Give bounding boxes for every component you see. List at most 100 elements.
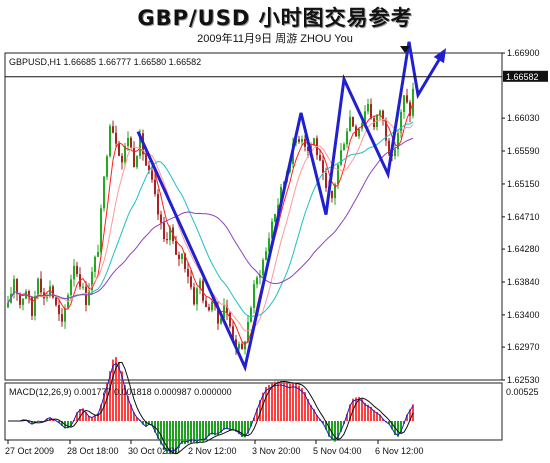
candle-body — [277, 204, 279, 214]
candle-body — [268, 238, 270, 252]
candle-body — [217, 305, 219, 324]
candle-body — [322, 160, 324, 173]
candle-body — [133, 147, 135, 168]
candle-body — [184, 253, 186, 269]
x-tick-label: 28 Oct 18:00 — [67, 446, 119, 456]
candle-body — [85, 286, 87, 306]
candle-body — [64, 308, 66, 322]
candle-body — [130, 137, 132, 148]
moving-average-line — [7, 137, 414, 304]
candle-body — [88, 290, 90, 306]
candle-body — [196, 288, 198, 305]
candle-body — [160, 214, 162, 223]
candle-body — [16, 279, 18, 294]
candle-body — [58, 305, 60, 315]
candle-body — [394, 149, 396, 157]
candle-body — [76, 265, 78, 275]
candle-body — [412, 88, 414, 116]
candle-body — [112, 126, 114, 133]
candle-body — [349, 116, 351, 132]
candle-body — [208, 307, 210, 311]
candle-body — [301, 138, 303, 142]
macd-signal-line — [8, 362, 414, 455]
candle-body — [127, 137, 129, 146]
y-tick-label: 1.65150 — [507, 179, 540, 189]
candle-body — [400, 111, 402, 133]
candle-body — [124, 145, 126, 163]
candle-body — [121, 155, 123, 163]
candle-body — [70, 279, 72, 296]
candle-body — [238, 343, 240, 349]
candle-body — [199, 280, 201, 289]
chart-shift-marker[interactable] — [400, 46, 410, 53]
candle-body — [397, 132, 399, 150]
candle-body — [379, 110, 381, 115]
symbol-header: GBPUSD,H1 1.66685 1.66777 1.66580 1.6658… — [9, 57, 201, 67]
moving-average-line — [7, 121, 414, 318]
y-tick-label: 1.62970 — [507, 342, 540, 352]
x-tick-label: 3 Nov 20:00 — [252, 446, 301, 456]
candle-body — [40, 278, 42, 293]
y-tick-label: 1.66030 — [507, 113, 540, 123]
candle-body — [169, 227, 171, 241]
candle-body — [73, 265, 75, 280]
candle-body — [325, 172, 327, 188]
moving-average-line — [7, 102, 414, 346]
candle-body — [298, 139, 300, 142]
candle-body — [262, 259, 264, 276]
candle-body — [313, 138, 315, 146]
candle-body — [223, 305, 225, 319]
candle-body — [145, 154, 147, 166]
candle-body — [409, 102, 411, 116]
x-tick-label: 5 Nov 04:00 — [313, 446, 362, 456]
candle-body — [367, 103, 369, 112]
candle-body — [307, 146, 309, 151]
candle-body — [37, 278, 39, 297]
candle-body — [406, 95, 408, 103]
candle-body — [274, 213, 276, 222]
candle-body — [97, 252, 99, 257]
candle-body — [205, 300, 207, 308]
candle-body — [211, 301, 213, 311]
candle-body — [187, 268, 189, 277]
candle-body — [253, 284, 255, 308]
candle-body — [151, 170, 153, 180]
candle-body — [388, 140, 390, 155]
y-tick-label: 1.62530 — [507, 375, 540, 385]
candle-body — [28, 291, 30, 298]
y-tick-label: 1.65590 — [507, 146, 540, 156]
candle-body — [181, 253, 183, 260]
candle-body — [346, 131, 348, 145]
y-tick-label: 1.63400 — [507, 310, 540, 320]
y-tick-label: 1.64280 — [507, 244, 540, 254]
x-tick-label: 30 Oct 02:00 — [128, 446, 180, 456]
macd-line — [8, 362, 414, 452]
candle-body — [103, 176, 105, 209]
page-subtitle: 2009年11月9日 周游 ZHOU You — [197, 33, 353, 45]
candle-body — [34, 296, 36, 316]
candle-body — [247, 321, 249, 342]
macd-y-tick: 0.00525 — [506, 387, 539, 397]
candle-body — [265, 251, 267, 260]
candle-body — [202, 280, 204, 301]
candle-body — [193, 287, 195, 305]
candle-body — [148, 165, 150, 171]
candle-body — [154, 179, 156, 194]
candle-body — [55, 297, 57, 306]
candle-body — [94, 256, 96, 272]
candle-body — [178, 254, 180, 260]
x-tick-label: 6 Nov 12:00 — [375, 446, 424, 456]
candle-body — [175, 241, 177, 255]
candle-body — [244, 341, 246, 350]
current-price-box — [503, 70, 548, 82]
candle-body — [91, 271, 93, 291]
candle-body — [319, 155, 321, 161]
candle-body — [82, 286, 84, 288]
x-tick-label: 27 Oct 2009 — [5, 446, 54, 456]
x-tick-label: 2 Nov 12:00 — [188, 446, 237, 456]
candle-body — [229, 312, 231, 327]
candle-body — [163, 222, 165, 240]
candle-body — [364, 111, 366, 124]
candle-body — [343, 144, 345, 151]
